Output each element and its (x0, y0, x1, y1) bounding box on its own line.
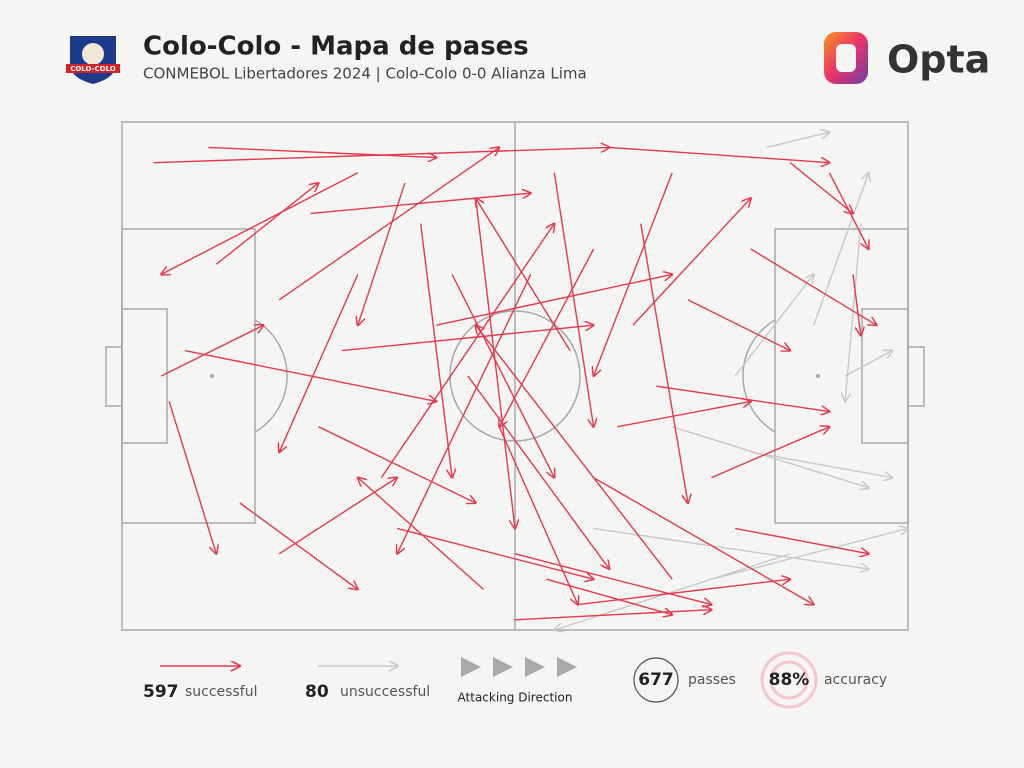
title: Colo-Colo - Mapa de pases (143, 32, 529, 62)
passes (153, 132, 908, 630)
legend: 597 successful 80 unsuccessful Attacking… (143, 651, 887, 709)
successful-pass (419, 223, 452, 478)
passes-value: 677 (638, 670, 674, 690)
badge-text: COLO-COLO (70, 65, 116, 73)
successful-pass (168, 401, 216, 553)
successful-pass (711, 427, 830, 479)
successful-pass (577, 579, 790, 606)
successful-pass (208, 146, 436, 157)
direction-label: Attacking Direction (458, 691, 573, 705)
legend-label: successful (185, 684, 257, 700)
successful-pass (278, 478, 397, 555)
successful-pass (609, 146, 829, 162)
legend-value: 80 (305, 682, 329, 702)
successful-pass (594, 172, 673, 376)
successful-pass (687, 299, 790, 351)
badge: COLO-COLO (66, 36, 120, 84)
successful-pass (161, 172, 359, 275)
unsuccessful-pass (734, 274, 814, 377)
unsuccessful-pass (554, 553, 791, 630)
successful-pass (750, 248, 877, 325)
brand: Opta (887, 38, 990, 82)
successful-pass (498, 426, 578, 605)
unsuccessful-pass (671, 426, 869, 488)
pitch (105, 121, 925, 631)
unsuccessful-pass (844, 351, 892, 377)
successful-pass (279, 274, 359, 452)
direction-arrows (461, 657, 577, 677)
successful-pass (593, 476, 814, 605)
successful-pass (358, 478, 485, 590)
successful-pass (789, 162, 853, 214)
successful-pass (475, 198, 515, 528)
successful-pass (239, 502, 358, 589)
successful-pass (318, 426, 476, 503)
unsuccessful-pass (750, 451, 892, 477)
successful-pass (656, 385, 829, 411)
unsuccessful-pass (845, 223, 862, 402)
successful-pass (640, 223, 688, 503)
successful-pass (734, 527, 869, 553)
subtitle: CONMEBOL Libertadores 2024 | Colo-Colo 0… (143, 65, 587, 83)
legend-label: unsuccessful (340, 684, 430, 700)
accuracy-label: accuracy (824, 672, 887, 688)
successful-pass (514, 610, 712, 621)
successful-pass (514, 553, 712, 605)
successful-pass (451, 274, 554, 477)
successful-pass (476, 325, 673, 580)
successful-pass (278, 147, 499, 301)
successful-pass (380, 224, 554, 478)
successful-pass (436, 274, 672, 326)
successful-pass (358, 182, 406, 325)
successful-pass (499, 248, 595, 427)
unsuccessful-pass (766, 132, 830, 149)
successful-pass (160, 325, 263, 377)
unsuccessful-pass (593, 527, 869, 569)
successful-pass (852, 274, 861, 335)
successful-pass (617, 401, 751, 428)
unsuccessful-pass (813, 173, 869, 326)
successful-pass (553, 172, 593, 427)
successful-pass (184, 349, 437, 402)
unsuccessful-pass (711, 528, 909, 580)
successful-pass (397, 274, 532, 553)
legend-value: 597 (143, 682, 179, 702)
successful-pass (632, 198, 751, 326)
successful-pass (467, 375, 609, 569)
successful-pass (396, 527, 593, 579)
successful-pass (828, 172, 868, 249)
passes-label: passes (688, 672, 736, 688)
successful-pass (546, 578, 672, 615)
successful-pass (476, 198, 571, 351)
accuracy-value: 88% (769, 670, 810, 690)
successful-pass (310, 193, 531, 215)
successful-pass (215, 183, 318, 265)
brand-logo: Opta (824, 32, 990, 84)
